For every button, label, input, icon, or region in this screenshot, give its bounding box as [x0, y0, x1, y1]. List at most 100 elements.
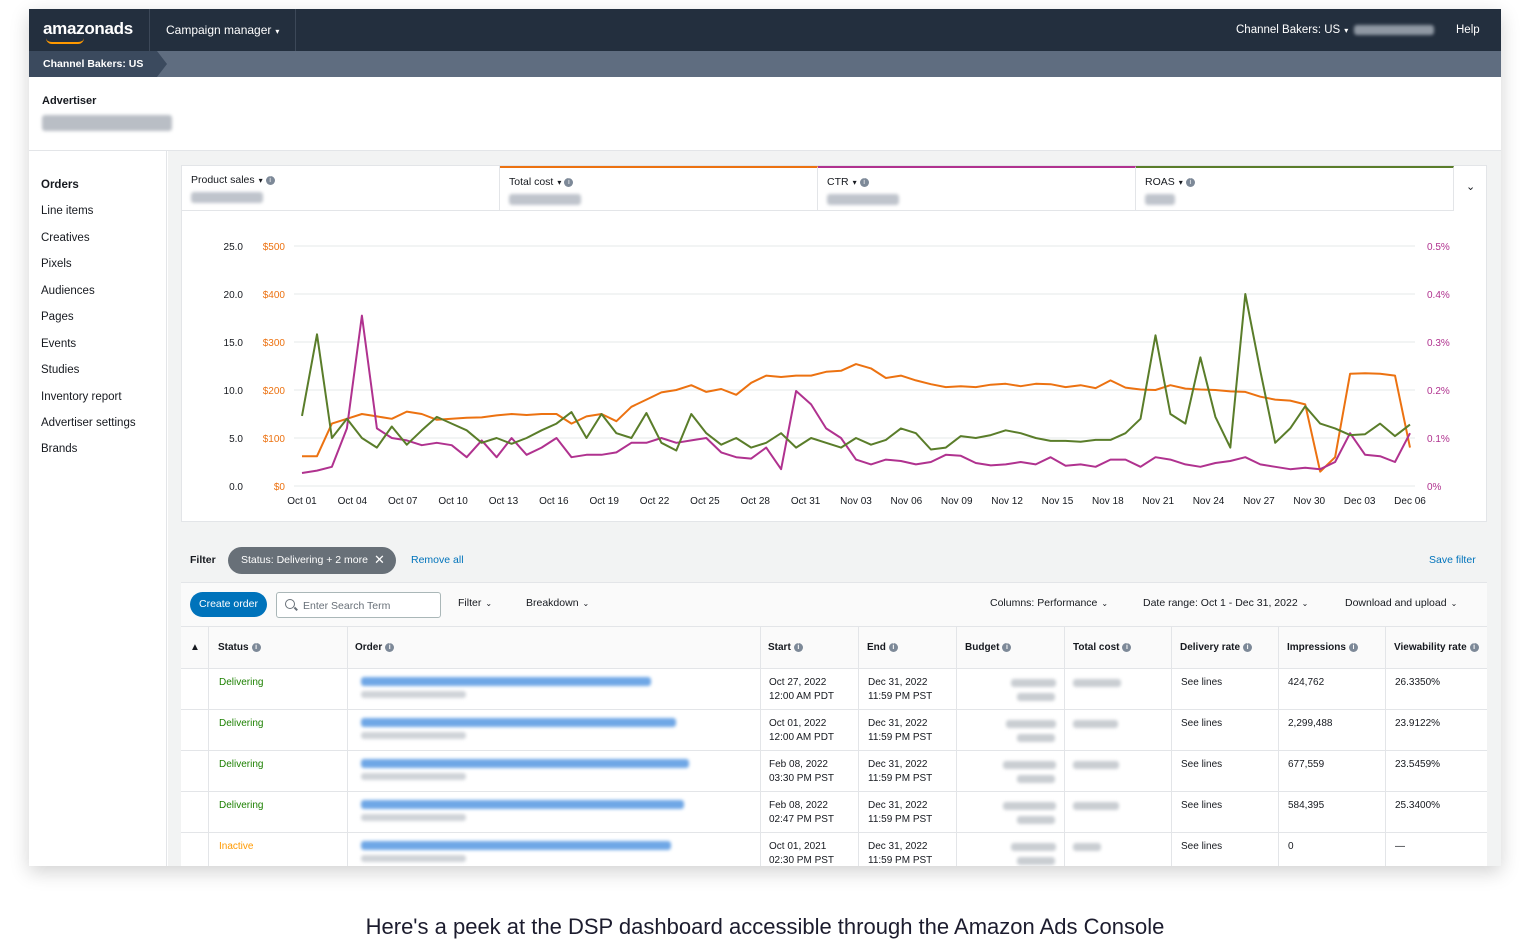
- metric-total-cost[interactable]: Total cost ▾ i: [500, 166, 818, 211]
- delivery-rate-link[interactable]: See lines: [1181, 759, 1223, 770]
- order-name-redacted[interactable]: [361, 677, 651, 686]
- col-total-cost[interactable]: Total cost i: [1073, 642, 1132, 653]
- metric-ctr[interactable]: CTR ▾ i: [818, 166, 1136, 211]
- y-axis-ctr-tick: 0.1%: [1427, 434, 1450, 445]
- expand-metrics-chevron-icon[interactable]: ⌄: [1466, 181, 1476, 193]
- table-row[interactable]: Delivering Feb 08, 2022 02:47 PM PST Dec …: [181, 792, 1487, 833]
- breadcrumb-entity[interactable]: Channel Bakers: US: [29, 51, 168, 77]
- filter-bar: Filter Status: Delivering + 2 more ✕ Remo…: [181, 536, 1487, 583]
- metric-name: Total cost: [509, 176, 554, 188]
- delivery-rate-link[interactable]: See lines: [1181, 800, 1223, 811]
- x-axis-tick-label: Nov 24: [1193, 496, 1225, 507]
- y-axis-cost-tick: $300: [263, 338, 286, 349]
- account-selector[interactable]: Channel Bakers: US ▾: [1236, 24, 1348, 36]
- nav-inventory-report[interactable]: Inventory report: [41, 391, 122, 403]
- y-axis-roas-tick: 20.0: [224, 290, 244, 301]
- start-time: 03:30 PM PST: [769, 773, 835, 784]
- metric-label: ROAS ▾ i: [1145, 176, 1195, 188]
- impressions-cell: 0: [1288, 841, 1294, 852]
- budget-redacted: [1011, 679, 1056, 687]
- col-end[interactable]: End i: [867, 642, 898, 653]
- info-icon: i: [1002, 642, 1012, 652]
- table-row[interactable]: Inactive Oct 01, 2021 02:30 PM PST Dec 31…: [181, 833, 1487, 866]
- save-filter-link[interactable]: Save filter: [1429, 554, 1476, 566]
- nav-brands[interactable]: Brands: [41, 443, 78, 455]
- order-name-redacted[interactable]: [361, 841, 671, 850]
- x-axis-tick-label: Dec 06: [1394, 496, 1426, 507]
- col-budget[interactable]: Budget i: [965, 642, 1012, 653]
- end-cell: Dec 31, 2022 11:59 PM PST: [868, 676, 932, 704]
- user-menu[interactable]: [1354, 25, 1434, 38]
- metric-product-sales[interactable]: Product sales ▾ i: [182, 166, 500, 211]
- table-row[interactable]: Delivering Feb 08, 2022 03:30 PM PST Dec …: [181, 751, 1487, 792]
- budget-redacted: [1003, 802, 1056, 810]
- x-axis-tick-label: Oct 19: [589, 496, 619, 507]
- col-status[interactable]: Status i: [218, 642, 261, 653]
- column-divider: [208, 627, 209, 866]
- order-name-redacted[interactable]: [361, 718, 676, 727]
- filter-dropdown[interactable]: Filter ⌄: [458, 597, 492, 609]
- end-date: Dec 31, 2022: [868, 759, 928, 770]
- nav-pages[interactable]: Pages: [41, 311, 74, 323]
- nav-orders[interactable]: Orders: [41, 179, 79, 191]
- x-axis-tick-label: Nov 03: [840, 496, 872, 507]
- end-cell: Dec 31, 2022 11:59 PM PST: [868, 717, 932, 745]
- total-cost-redacted: [1073, 720, 1118, 728]
- nav-pixels[interactable]: Pixels: [41, 258, 72, 270]
- budget-sub-redacted: [1017, 775, 1055, 783]
- date-range-dropdown[interactable]: Date range: Oct 1 - Dec 31, 2022 ⌄: [1143, 597, 1308, 609]
- col-start[interactable]: Start i: [768, 642, 803, 653]
- start-time: 02:30 PM PST: [769, 855, 835, 866]
- x-axis-tick-label: Oct 22: [640, 496, 670, 507]
- col-order[interactable]: Order i: [355, 642, 395, 653]
- info-icon: i: [1185, 177, 1195, 187]
- columns-dropdown[interactable]: Columns: Performance ⌄: [990, 597, 1108, 609]
- status-cell: Inactive: [219, 841, 254, 852]
- nav-studies[interactable]: Studies: [41, 364, 80, 376]
- help-link[interactable]: Help: [1456, 24, 1480, 36]
- nav-advertiser-settings[interactable]: Advertiser settings: [41, 417, 136, 429]
- status-filter-pill[interactable]: Status: Delivering + 2 more ✕: [228, 547, 396, 574]
- col-viewability-rate[interactable]: Viewability rate i: [1394, 642, 1479, 653]
- search-input[interactable]: Enter Search Term: [276, 592, 441, 618]
- col-impressions[interactable]: Impressions i: [1287, 642, 1358, 653]
- download-upload-dropdown[interactable]: Download and upload ⌄: [1345, 597, 1457, 609]
- total-cost-redacted: [1073, 802, 1119, 810]
- order-name-redacted[interactable]: [361, 759, 689, 768]
- start-time: 12:00 AM PDT: [769, 691, 835, 702]
- campaign-manager-label: Campaign manager: [166, 23, 272, 37]
- create-order-button[interactable]: Create order: [190, 592, 267, 617]
- x-axis-tick-label: Oct 07: [388, 496, 418, 507]
- delivery-rate-link[interactable]: See lines: [1181, 841, 1223, 852]
- nav-audiences[interactable]: Audiences: [41, 285, 95, 297]
- metric-roas[interactable]: ROAS ▾ i: [1136, 166, 1454, 211]
- order-name-redacted[interactable]: [361, 800, 684, 809]
- nav-line-items[interactable]: Line items: [41, 205, 94, 217]
- order-id-redacted: [361, 691, 466, 698]
- col-viewability-rate-label: Viewability rate: [1394, 642, 1467, 653]
- nav-creatives[interactable]: Creatives: [41, 232, 90, 244]
- status-filter-text: Status: Delivering + 2 more: [241, 554, 368, 566]
- chevron-down-icon: ▾: [557, 178, 562, 187]
- status-cell: Delivering: [219, 800, 264, 811]
- amazon-ads-logo[interactable]: amazonads: [43, 19, 133, 38]
- performance-chart-card: Product sales ▾ i Total cost ▾ i CTR ▾ i ROAS ▾…: [181, 165, 1487, 522]
- delivery-rate-link[interactable]: See lines: [1181, 677, 1223, 688]
- remove-all-link[interactable]: Remove all: [411, 554, 464, 566]
- campaign-manager-menu[interactable]: Campaign manager ▾: [166, 23, 279, 37]
- breakdown-dropdown-label: Breakdown: [526, 597, 579, 609]
- table-row[interactable]: Delivering Oct 27, 2022 12:00 AM PDT Dec …: [181, 669, 1487, 710]
- table-row[interactable]: Delivering Oct 01, 2022 12:00 AM PDT Dec …: [181, 710, 1487, 751]
- col-budget-label: Budget: [965, 642, 1000, 653]
- breakdown-dropdown[interactable]: Breakdown ⌄: [526, 597, 589, 609]
- close-icon[interactable]: ✕: [374, 552, 385, 567]
- col-delivery-rate[interactable]: Delivery rate i: [1180, 642, 1253, 653]
- y-axis-ctr-tick: 0%: [1427, 482, 1442, 493]
- user-name-redacted: [1354, 25, 1434, 35]
- delivery-rate-link[interactable]: See lines: [1181, 718, 1223, 729]
- y-axis-roas-tick: 25.0: [224, 242, 244, 253]
- budget-redacted: [1011, 843, 1056, 851]
- nav-events[interactable]: Events: [41, 338, 77, 350]
- viewability-cell: —: [1395, 841, 1405, 852]
- end-time: 11:59 PM PST: [868, 855, 933, 866]
